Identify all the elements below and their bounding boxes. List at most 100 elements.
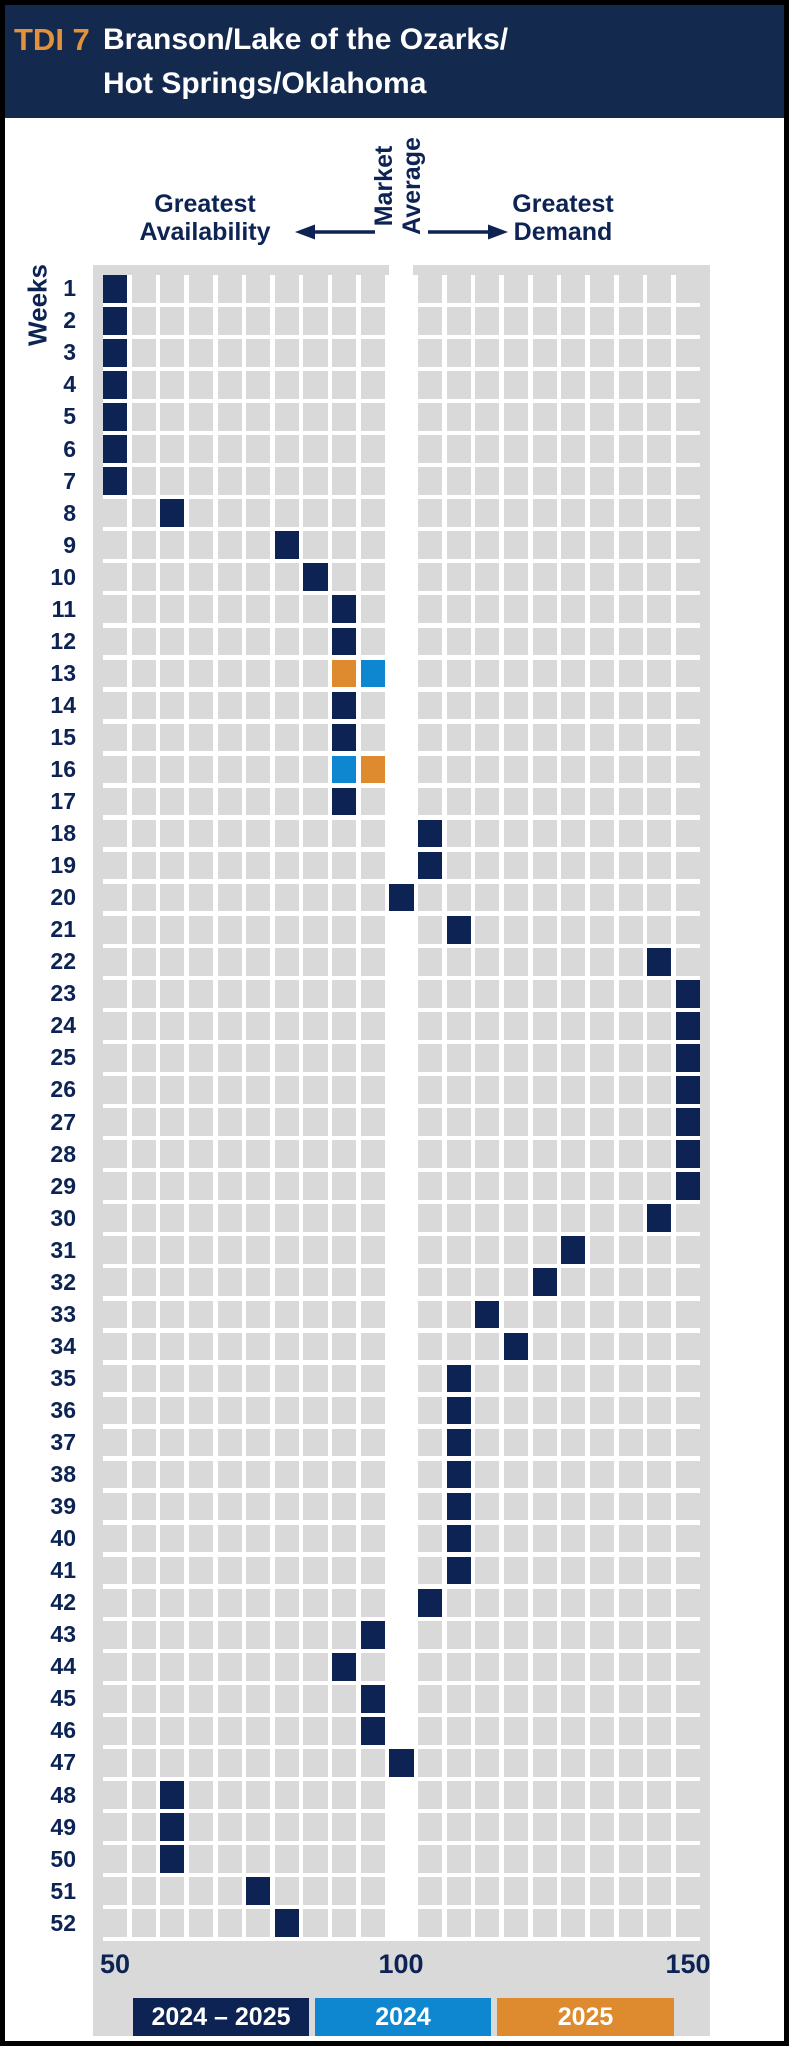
grid-cell: [475, 1621, 500, 1649]
grid-cell: [131, 1653, 156, 1681]
grid-cell: [589, 563, 615, 591]
grid-cell: [618, 403, 643, 431]
grid-cell: [246, 403, 271, 431]
grid-cell: [332, 1204, 357, 1232]
grid-cell: [532, 627, 557, 656]
grid-cell: [160, 819, 185, 848]
grid-cell: [131, 1012, 156, 1040]
grid-cell: [160, 915, 185, 944]
market-average-cell: [389, 948, 414, 976]
grid-cell: [332, 1813, 357, 1841]
grid-cell: [246, 1012, 271, 1040]
grid-cell: [160, 1204, 185, 1232]
data-cell: [360, 755, 385, 784]
grid-cell: [131, 1236, 156, 1264]
grid-cell: [561, 1588, 586, 1617]
market-average-cell: [389, 1300, 414, 1329]
market-average-cell: [389, 1044, 414, 1072]
grid-cell: [274, 1108, 299, 1136]
grid-cell: [532, 915, 557, 944]
grid-cell: [217, 531, 242, 559]
grid-cell: [246, 1140, 271, 1168]
grid-cell: [532, 1428, 557, 1457]
grid-cell: [532, 1140, 557, 1168]
grid-cell: [131, 915, 156, 944]
grid-cell: [217, 403, 242, 431]
grid-cell: [332, 819, 357, 848]
grid-cell: [618, 1524, 643, 1553]
data-cell: [332, 1653, 357, 1681]
grid-cell: [103, 1909, 128, 1937]
grid-cell: [103, 531, 128, 559]
grid-cell: [246, 499, 271, 527]
grid-cell: [160, 755, 185, 784]
grid-cell: [561, 1364, 586, 1393]
grid-cell: [618, 1749, 643, 1777]
week-number: 29: [50, 1172, 76, 1199]
grid-cell: [332, 1396, 357, 1425]
grid-cell: [618, 980, 643, 1008]
grid-cell: [303, 1012, 328, 1040]
week-number: 18: [50, 820, 76, 847]
grid-cell: [561, 1813, 586, 1841]
grid-cell: [160, 1556, 185, 1585]
grid-cell: [475, 1524, 500, 1553]
grid-cell: [217, 659, 242, 688]
grid-cell: [303, 627, 328, 656]
grid-cell: [503, 1268, 529, 1297]
market-average-cell: [389, 1781, 414, 1809]
grid-cell: [647, 1300, 672, 1329]
grid-cell: [561, 1076, 586, 1104]
week-number: 41: [50, 1557, 76, 1584]
grid-cell: [475, 371, 500, 399]
grid-cell: [103, 1396, 128, 1425]
week-number: 48: [50, 1781, 76, 1808]
grid-cell: [217, 1588, 242, 1617]
grid-cell: [131, 787, 156, 816]
grid-cell: [303, 980, 328, 1008]
grid-cell: [589, 883, 615, 912]
grid-cell: [475, 1909, 500, 1937]
grid-cell: [503, 1524, 529, 1553]
grid-cell: [103, 1685, 128, 1713]
grid-cell: [303, 1588, 328, 1617]
grid-cell: [503, 1877, 529, 1905]
grid-cell: [561, 1460, 586, 1489]
week-number: 35: [50, 1364, 76, 1391]
grid-cell: [647, 499, 672, 527]
grid-cell: [675, 307, 700, 335]
title-line-2: Hot Springs/Oklahoma: [103, 67, 427, 100]
data-cell: [332, 755, 357, 784]
week-number: 6: [63, 435, 76, 462]
grid-cell: [303, 1781, 328, 1809]
grid-cell: [418, 883, 443, 912]
market-average-cell: [389, 1909, 414, 1937]
market-average-cell: [389, 307, 414, 335]
grid-cell: [418, 1813, 443, 1841]
grid-cell: [274, 1044, 299, 1072]
grid-cell: [160, 1524, 185, 1553]
grid-cell: [446, 275, 471, 303]
grid-cell: [675, 1717, 700, 1745]
grid-cell: [503, 1588, 529, 1617]
grid-cell: [332, 1268, 357, 1297]
grid-cell: [274, 1717, 299, 1745]
grid-cell: [217, 1717, 242, 1745]
grid-cell: [618, 755, 643, 784]
grid-cell: [675, 1685, 700, 1713]
grid-cell: [647, 851, 672, 880]
grid-cell: [475, 1588, 500, 1617]
week-number: 40: [50, 1525, 76, 1552]
week-number: 28: [50, 1140, 76, 1167]
week-number: 23: [50, 980, 76, 1007]
grid-cell: [274, 339, 299, 367]
grid-cell: [103, 1524, 128, 1553]
week-number: 49: [50, 1813, 76, 1840]
grid-cell: [160, 627, 185, 656]
grid-cell: [446, 1076, 471, 1104]
grid-cell: [360, 1236, 385, 1264]
grid-cell: [618, 1460, 643, 1489]
grid-cell: [274, 307, 299, 335]
grid-cell: [188, 1813, 214, 1841]
grid-cell: [103, 1556, 128, 1585]
